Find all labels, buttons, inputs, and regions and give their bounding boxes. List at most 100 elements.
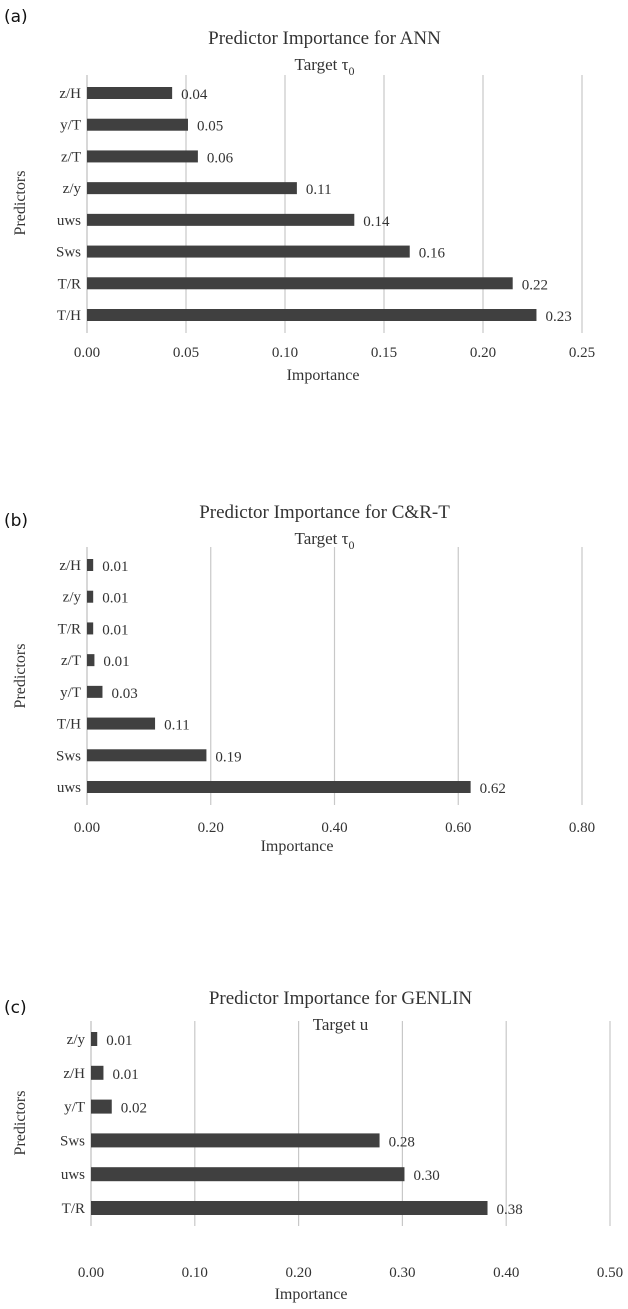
category-label: z/H bbox=[59, 86, 81, 102]
data-label: 0.14 bbox=[363, 214, 390, 230]
bar bbox=[87, 277, 513, 290]
category-label: y/T bbox=[60, 685, 81, 701]
x-tick-label: 0.30 bbox=[389, 1265, 415, 1281]
category-label: z/y bbox=[63, 181, 82, 197]
bar bbox=[87, 717, 156, 730]
x-tick-label: 0.50 bbox=[597, 1265, 623, 1281]
chart-subtitle: Target u bbox=[313, 1015, 369, 1034]
chart-subtitle-text: Target u bbox=[313, 1015, 369, 1034]
bar bbox=[87, 182, 297, 195]
chart-title: Predictor Importance for GENLIN bbox=[209, 988, 473, 1009]
data-label: 0.11 bbox=[164, 718, 190, 734]
data-label: 0.22 bbox=[522, 277, 548, 293]
chart-subtitle: Target τ0 bbox=[295, 529, 355, 552]
data-label: 0.01 bbox=[106, 1033, 132, 1049]
panel-letter: (b) bbox=[4, 511, 28, 531]
bar bbox=[91, 1167, 405, 1182]
category-label: Sws bbox=[56, 748, 81, 764]
category-label: z/y bbox=[67, 1032, 86, 1048]
bar bbox=[87, 622, 94, 635]
bar bbox=[91, 1133, 380, 1148]
bar bbox=[91, 1065, 104, 1080]
chart-subtitle-text: Target τ bbox=[295, 55, 349, 74]
bar bbox=[87, 654, 95, 667]
x-tick-label: 0.25 bbox=[569, 345, 595, 361]
x-tick-label: 0.60 bbox=[445, 820, 471, 836]
bar bbox=[87, 87, 173, 99]
chart-subtitle-subscript: 0 bbox=[348, 538, 354, 552]
panel-letter: (a) bbox=[4, 7, 28, 27]
data-label: 0.03 bbox=[111, 686, 137, 702]
data-label: 0.30 bbox=[413, 1168, 439, 1184]
category-label: z/H bbox=[59, 558, 81, 574]
x-axis-title: Importance bbox=[261, 838, 334, 855]
data-label: 0.04 bbox=[181, 87, 208, 103]
category-label: uws bbox=[57, 780, 81, 796]
bar bbox=[87, 309, 537, 321]
x-tick-label: 0.40 bbox=[493, 1265, 519, 1281]
data-label: 0.01 bbox=[102, 622, 128, 638]
category-label: uws bbox=[61, 1167, 85, 1183]
y-axis-title: Predictors bbox=[12, 1091, 29, 1156]
bar bbox=[87, 781, 471, 793]
category-label: z/T bbox=[61, 149, 81, 165]
chart-panel-3: (c) Predictor Importance for GENLIN Target… bbox=[4, 988, 623, 1303]
x-tick-label: 0.10 bbox=[182, 1265, 208, 1281]
category-label: T/R bbox=[58, 276, 81, 292]
x-tick-label: 0.20 bbox=[470, 345, 496, 361]
bar bbox=[87, 213, 355, 226]
data-label: 0.62 bbox=[480, 781, 506, 797]
bar bbox=[87, 245, 410, 258]
data-label: 0.01 bbox=[102, 591, 128, 607]
category-label: z/H bbox=[63, 1066, 85, 1082]
y-axis-title: Predictors bbox=[12, 171, 29, 236]
bar bbox=[87, 150, 198, 163]
chart-subtitle: Target τ0 bbox=[295, 55, 355, 78]
category-label: T/R bbox=[62, 1201, 85, 1217]
chart-title: Predictor Importance for ANN bbox=[208, 28, 441, 49]
data-label: 0.01 bbox=[103, 654, 129, 670]
data-label: 0.23 bbox=[545, 309, 571, 325]
x-tick-label: 0.00 bbox=[78, 1265, 104, 1281]
data-label: 0.01 bbox=[102, 559, 128, 575]
category-label: T/R bbox=[58, 621, 81, 637]
category-label: T/H bbox=[57, 308, 81, 324]
data-label: 0.38 bbox=[497, 1202, 523, 1218]
x-axis-title: Importance bbox=[275, 1286, 348, 1303]
bar bbox=[91, 1099, 112, 1114]
x-tick-label: 0.00 bbox=[74, 820, 100, 836]
bar bbox=[87, 685, 103, 698]
category-label: z/T bbox=[61, 653, 81, 669]
category-label: z/y bbox=[63, 590, 82, 606]
category-label: Sws bbox=[56, 245, 81, 261]
x-tick-label: 0.20 bbox=[198, 820, 224, 836]
data-label: 0.16 bbox=[419, 246, 446, 262]
data-label: 0.11 bbox=[306, 182, 332, 198]
bar bbox=[87, 749, 207, 762]
x-tick-label: 0.00 bbox=[74, 345, 100, 361]
panel-letter: (c) bbox=[4, 998, 27, 1018]
chart-subtitle-subscript: 0 bbox=[348, 64, 354, 78]
data-label: 0.28 bbox=[389, 1134, 415, 1150]
category-label: uws bbox=[57, 213, 81, 229]
x-tick-label: 0.15 bbox=[371, 345, 397, 361]
bar bbox=[91, 1032, 98, 1046]
x-tick-label: 0.05 bbox=[173, 345, 199, 361]
chart-panel-2: (b) Predictor Importance for C&R-T Target … bbox=[4, 502, 595, 855]
bar bbox=[91, 1201, 488, 1215]
chart-title: Predictor Importance for C&R-T bbox=[199, 502, 450, 523]
data-label: 0.06 bbox=[207, 150, 234, 166]
chart-subtitle-text: Target τ bbox=[295, 529, 349, 548]
bar bbox=[87, 559, 94, 571]
x-tick-label: 0.10 bbox=[272, 345, 298, 361]
category-label: Sws bbox=[60, 1133, 85, 1149]
data-label: 0.05 bbox=[197, 119, 223, 135]
x-axis-title: Importance bbox=[287, 367, 360, 384]
x-tick-label: 0.40 bbox=[321, 820, 347, 836]
category-label: y/T bbox=[60, 118, 81, 134]
bar bbox=[87, 118, 188, 131]
data-label: 0.02 bbox=[121, 1101, 147, 1117]
y-axis-title: Predictors bbox=[12, 644, 29, 709]
